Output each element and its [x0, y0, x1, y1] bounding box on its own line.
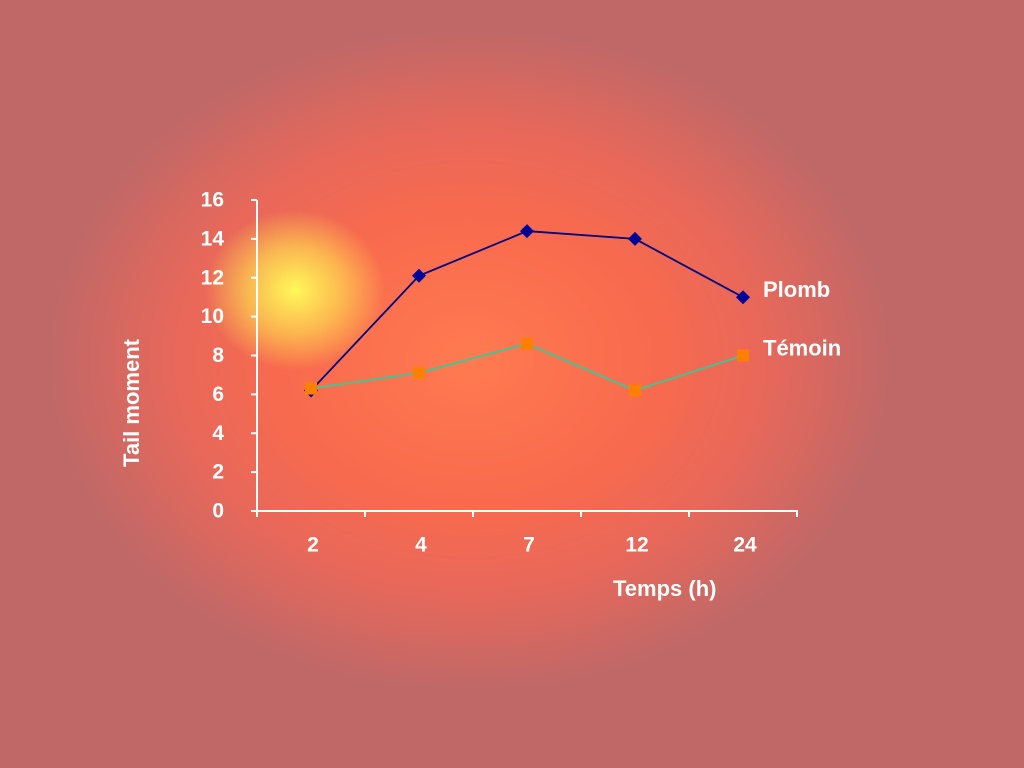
marker — [521, 337, 533, 350]
y-tick-label: 2 — [212, 461, 224, 484]
series-line — [310, 342, 744, 392]
marker — [629, 384, 641, 397]
marker — [413, 366, 425, 379]
y-tick-label: 12 — [201, 266, 224, 289]
x-tick-label: 12 — [625, 534, 648, 557]
x-tick-label: 7 — [523, 534, 535, 557]
marker — [737, 349, 749, 362]
marker — [412, 268, 426, 283]
y-tick-label: 0 — [212, 500, 224, 523]
legend-label: Plomb — [763, 277, 830, 302]
y-tick-label: 14 — [201, 227, 225, 250]
y-axis-title: Tail moment — [119, 338, 144, 467]
y-tick-label: 4 — [212, 422, 224, 445]
marker — [736, 290, 750, 305]
y-tick-label: 6 — [212, 383, 224, 406]
x-axis-title: Temps (h) — [613, 576, 716, 601]
marker — [628, 231, 642, 246]
x-tick-label: 24 — [733, 534, 757, 557]
marker — [520, 224, 534, 239]
legend-label: Témoin — [763, 335, 841, 360]
x-tick-label: 4 — [415, 534, 427, 557]
series-line — [310, 230, 744, 392]
y-tick-label: 16 — [201, 189, 224, 212]
y-tick-label: 10 — [201, 305, 224, 328]
x-tick-label: 2 — [307, 534, 319, 557]
marker — [305, 382, 317, 395]
y-tick-label: 8 — [212, 344, 224, 367]
